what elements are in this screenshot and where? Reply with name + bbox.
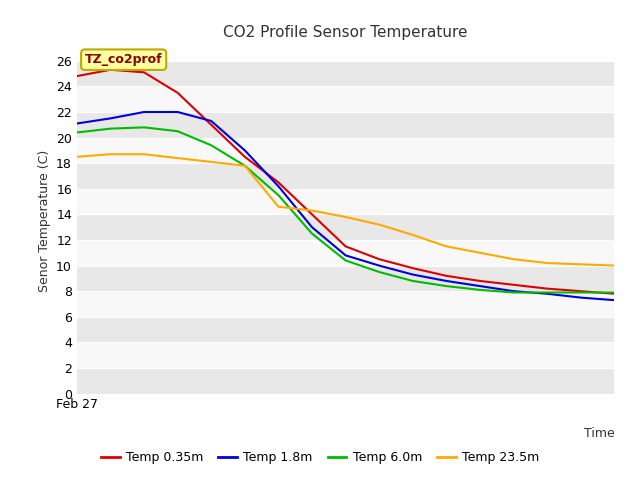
Bar (77, 291, 614, 317)
Bar (77, 61, 614, 86)
Bar (77, 138, 614, 163)
Bar (77, 86, 614, 112)
Bar (77, 189, 614, 215)
Bar (77, 163, 614, 189)
Bar (77, 112, 614, 138)
Bar (77, 342, 614, 368)
Text: Time: Time (584, 427, 614, 440)
Y-axis label: Senor Temperature (C): Senor Temperature (C) (38, 150, 51, 292)
Title: CO2 Profile Sensor Temperature: CO2 Profile Sensor Temperature (223, 25, 468, 40)
Bar (77, 240, 614, 265)
Bar (77, 265, 614, 291)
Legend: Temp 0.35m, Temp 1.8m, Temp 6.0m, Temp 23.5m: Temp 0.35m, Temp 1.8m, Temp 6.0m, Temp 2… (96, 446, 544, 469)
Bar (77, 215, 614, 240)
Text: TZ_co2prof: TZ_co2prof (85, 53, 163, 66)
Bar (77, 317, 614, 342)
Bar (77, 368, 614, 394)
